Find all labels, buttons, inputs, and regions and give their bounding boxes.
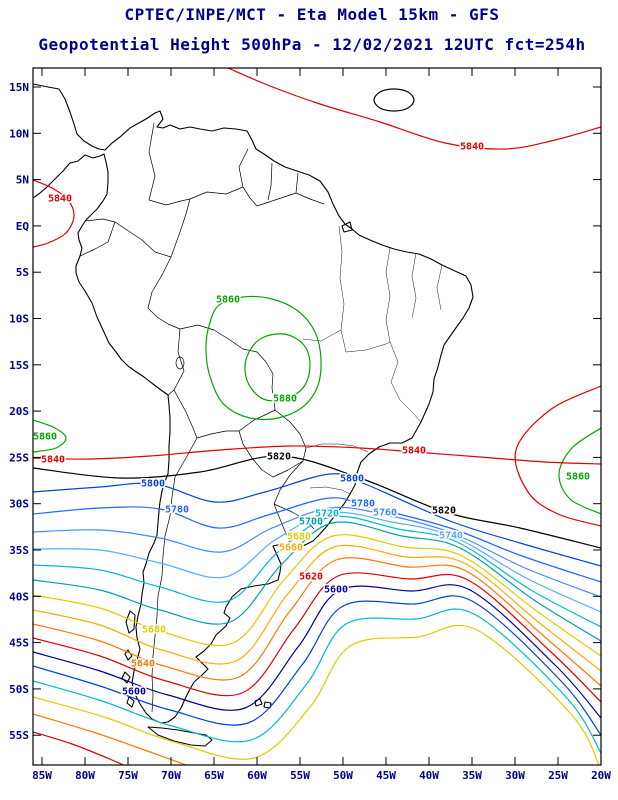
contour-5800 — [33, 473, 601, 567]
lon-label-75W: 75W — [118, 769, 138, 782]
lon-label-40W: 40W — [419, 769, 439, 782]
contour-5860 — [33, 419, 67, 453]
lon-label-20W: 20W — [591, 769, 611, 782]
contour-label-5840: 5840 — [41, 455, 65, 466]
lat-label-20S: 20S — [9, 405, 29, 418]
contour-5700 — [33, 521, 601, 642]
contour-5540 — [33, 624, 600, 765]
lon-label-80W: 80W — [75, 769, 95, 782]
contour-5840 — [33, 445, 601, 465]
contour-5620 — [33, 572, 601, 703]
contour-5840 — [514, 385, 601, 527]
axis-labels: 15N10N5NEQ5S10S15S20S25S30S35S40S45S50S5… — [9, 81, 611, 782]
lat-label-5N: 5N — [16, 174, 29, 187]
tierra-del-fuego — [147, 726, 213, 747]
contour-label-5600: 5600 — [122, 687, 146, 698]
lat-label-15N: 15N — [9, 81, 29, 94]
contour-lines — [33, 68, 601, 765]
lat-label-30S: 30S — [9, 498, 29, 511]
country-borders — [79, 122, 325, 713]
chiloe-island — [125, 610, 136, 634]
contour-label-5600: 5600 — [324, 585, 348, 596]
contour-label-5840: 5840 — [460, 142, 484, 153]
contour-label-5700: 5700 — [299, 517, 323, 528]
lat-label-50S: 50S — [9, 683, 29, 696]
lat-label-10N: 10N — [9, 127, 29, 140]
contour-5640 — [33, 557, 601, 687]
lat-label-35S: 35S — [9, 544, 29, 557]
lat-label-5S: 5S — [16, 266, 29, 279]
contour-label-5860: 5860 — [566, 472, 590, 483]
lon-label-50W: 50W — [333, 769, 353, 782]
contour-label-5760: 5760 — [373, 508, 397, 519]
south-america-coastline — [33, 83, 474, 724]
lat-label-10S: 10S — [9, 313, 29, 326]
contour-label-5780: 5780 — [351, 499, 375, 510]
contour-5600 — [33, 584, 601, 719]
lat-label-55S: 55S — [9, 729, 29, 742]
lon-label-35W: 35W — [462, 769, 482, 782]
contour-5880 — [244, 333, 311, 402]
contour-label-5860: 5860 — [33, 432, 57, 443]
lat-label-EQ: EQ — [16, 220, 30, 233]
contour-5780 — [33, 497, 601, 583]
contour-label-5680: 5680 — [142, 625, 166, 636]
lon-label-45W: 45W — [376, 769, 396, 782]
contour-5840 — [227, 68, 601, 150]
lon-label-65W: 65W — [204, 769, 224, 782]
contour-label-5620: 5620 — [299, 572, 323, 583]
geography — [33, 83, 474, 747]
contour-5500 — [33, 731, 125, 765]
contour-label-5800: 5800 — [141, 479, 165, 490]
lon-label-70W: 70W — [161, 769, 181, 782]
contour-5520 — [33, 713, 188, 765]
lake-titicaca — [175, 356, 185, 370]
contour-5860 — [558, 427, 601, 515]
contour-label-5840: 5840 — [402, 446, 426, 457]
contour-5660 — [33, 544, 601, 672]
contour-5840 — [33, 179, 75, 248]
axis-ticks — [33, 68, 602, 765]
lat-label-15S: 15S — [9, 359, 29, 372]
contour-5580 — [33, 595, 601, 736]
contour-5740 — [33, 511, 601, 613]
contour-labels: 5840 5840 5860 5880 5860 5840 5840 5860 5820 5820… — [31, 140, 591, 699]
lon-label-60W: 60W — [247, 769, 267, 782]
contour-label-5680: 5680 — [287, 532, 311, 543]
contour-label-5720: 5720 — [315, 509, 339, 520]
chart-title-line1: CPTEC/INPE/MCT - Eta Model 15km - GFS — [125, 5, 500, 24]
lat-label-45S: 45S — [9, 637, 29, 650]
lon-label-30W: 30W — [505, 769, 525, 782]
lon-label-85W: 85W — [32, 769, 52, 782]
lon-label-55W: 55W — [290, 769, 310, 782]
contour-5560 — [33, 608, 601, 754]
contour-5820 — [33, 455, 601, 549]
contour-label-5840: 5840 — [48, 194, 72, 205]
lat-label-40S: 40S — [9, 590, 29, 603]
contour-label-5820: 5820 — [432, 506, 456, 517]
contour-label-5740: 5740 — [439, 531, 463, 542]
contour-label-5860: 5860 — [216, 295, 240, 306]
chart-title-line2: Geopotential Height 500hPa - 12/02/2021 … — [38, 35, 585, 54]
marajo-island — [341, 221, 353, 233]
contour-5760 — [33, 506, 601, 598]
contour-5680 — [33, 534, 601, 657]
contour-label-5880: 5880 — [273, 394, 297, 405]
contour-label-5640: 5640 — [131, 659, 155, 670]
state-borders — [302, 225, 443, 495]
contour-label-5800: 5800 — [340, 474, 364, 485]
contour-label-5780: 5780 — [165, 505, 189, 516]
contour-5860 — [205, 295, 322, 421]
lat-label-25S: 25S — [9, 451, 29, 464]
contour-label-5660: 5660 — [279, 543, 303, 554]
contour-5720 — [33, 515, 601, 628]
lon-label-25W: 25W — [548, 769, 568, 782]
map-frame — [32, 67, 602, 766]
contour-unlabeled — [373, 88, 415, 112]
contour-label-5820: 5820 — [267, 452, 291, 463]
